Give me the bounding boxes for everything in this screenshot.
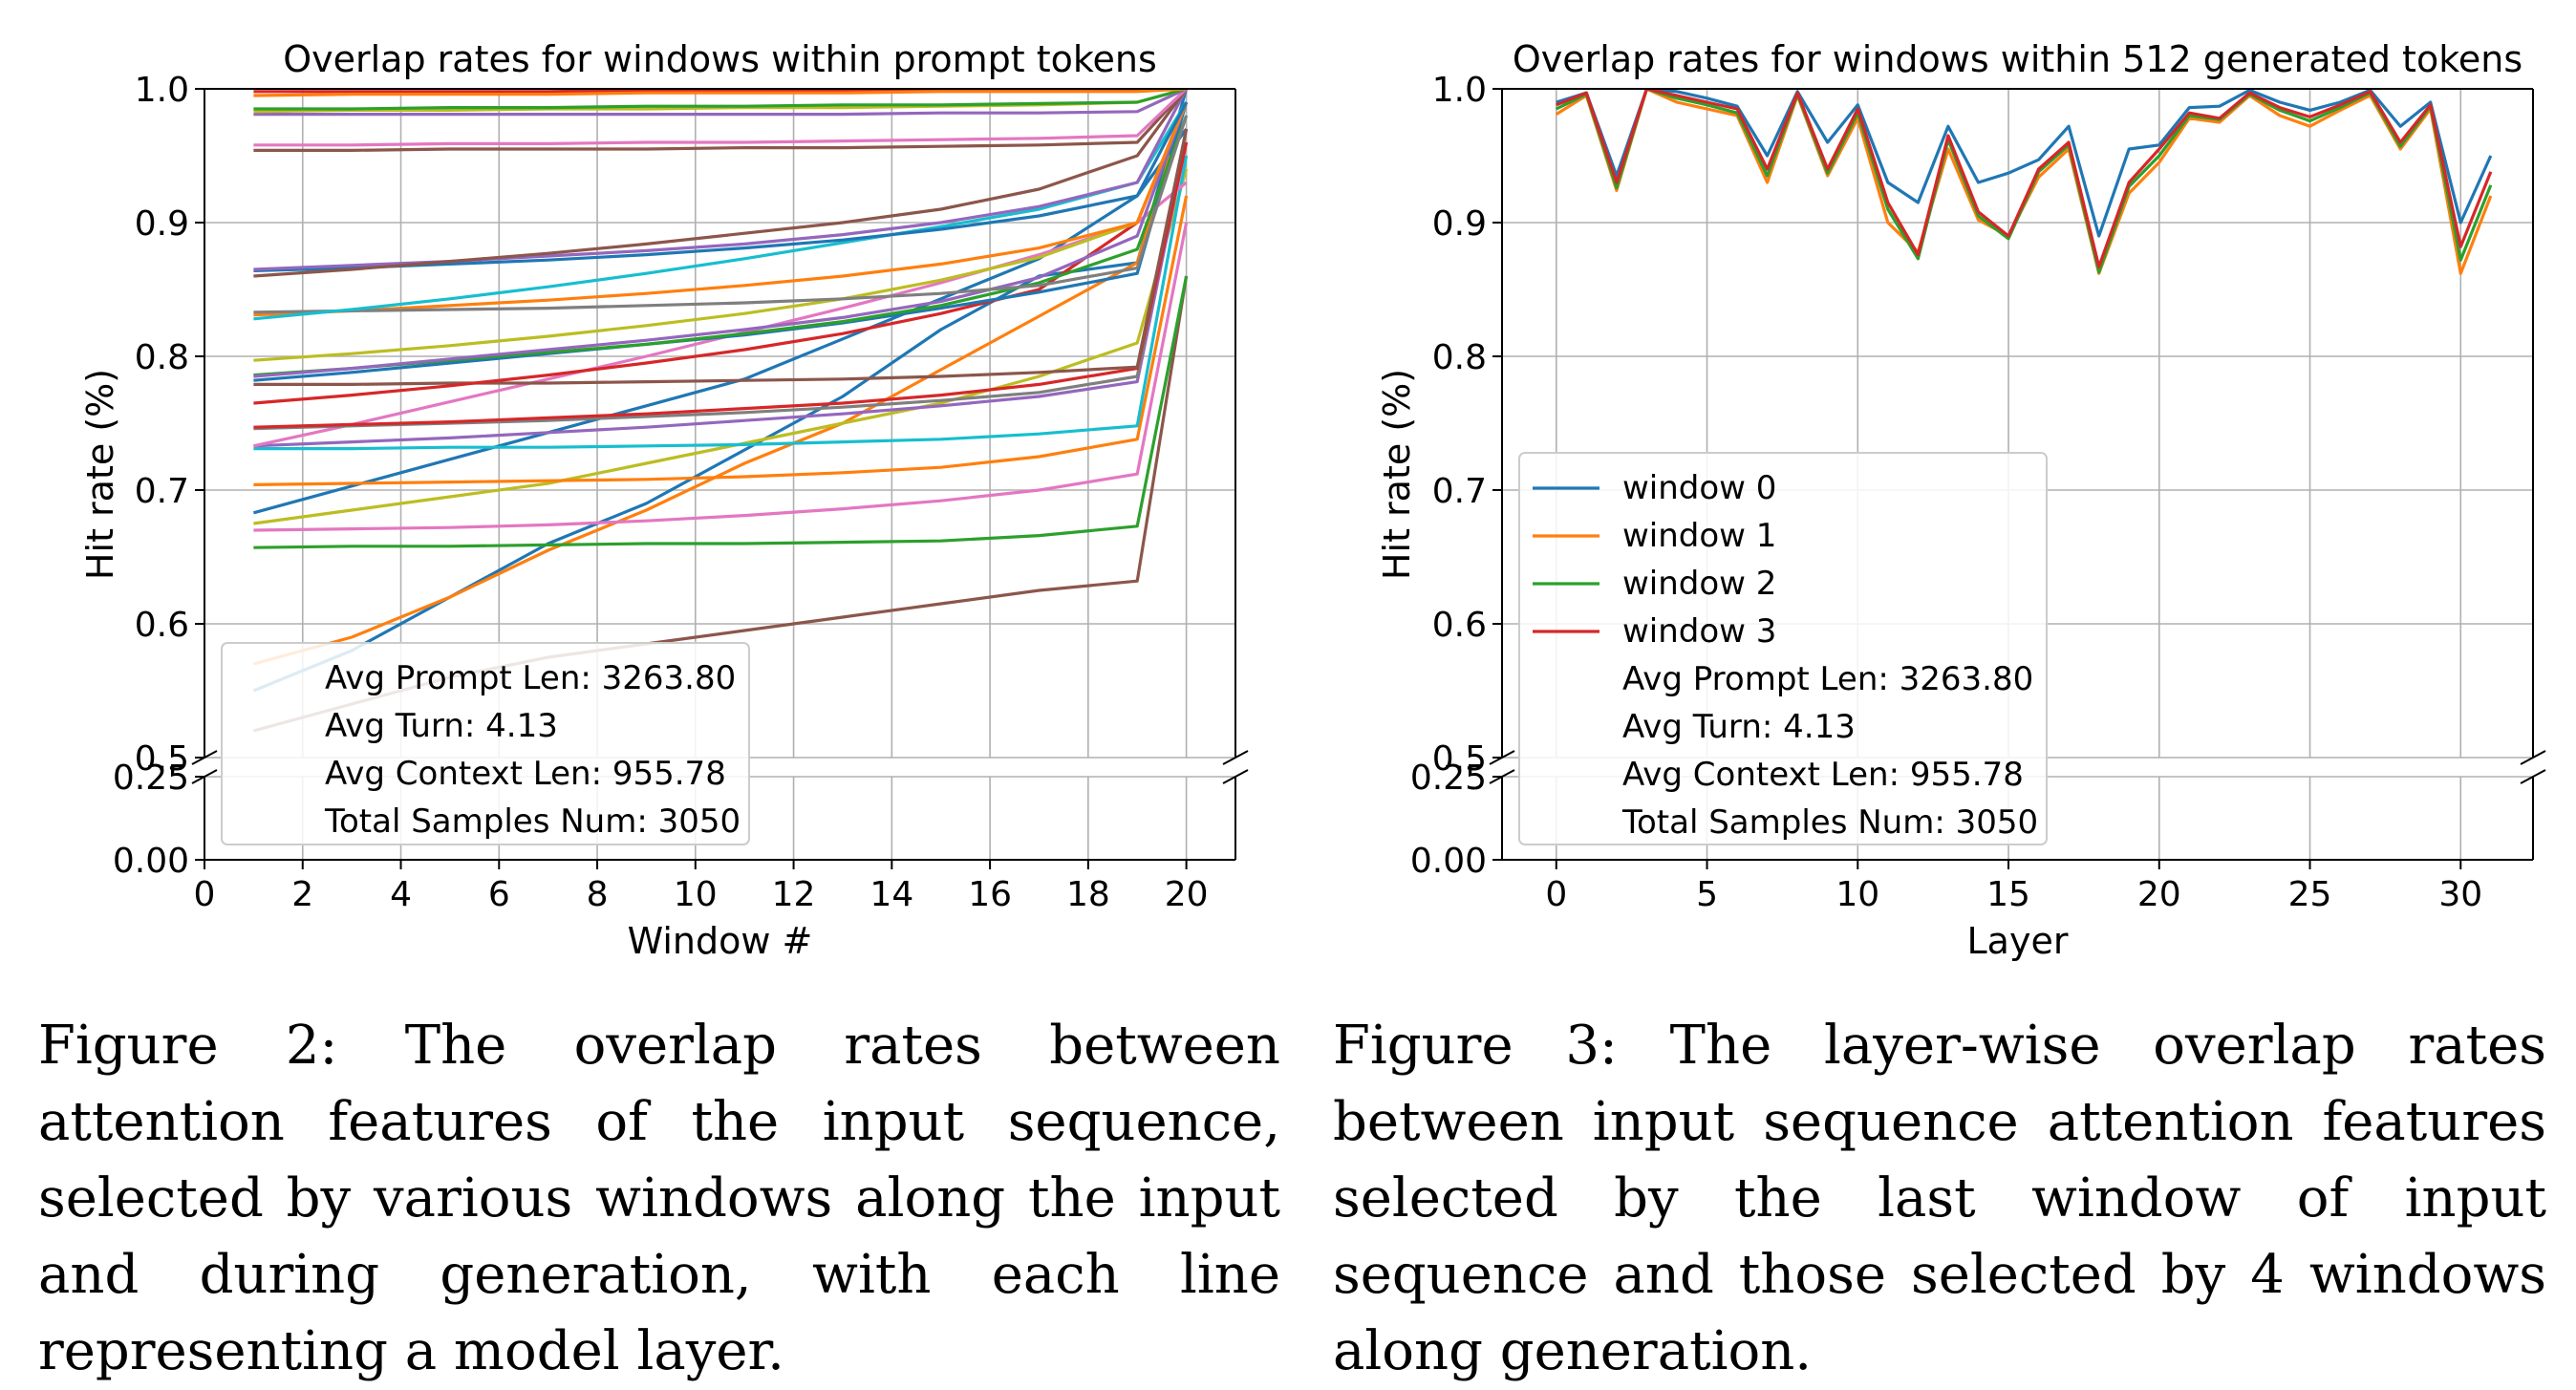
y-tick-label: 0.8 [1432,338,1487,377]
chart-title: Overlap rates for windows within 512 gen… [1513,38,2522,80]
y-tick-label: 0.6 [1432,606,1487,645]
series-line-3 [253,275,1189,549]
series-line-2 [1556,89,2493,274]
chart-generated-windows: window 0 window 1 window 2 window 3 Avg Prom… [1376,38,2546,962]
x-tick-label: 15 [1986,875,2030,914]
legend-entry: Avg Context Len: 955.78 [1622,756,2024,794]
legend-box [1518,452,2048,845]
legend-box [221,642,750,845]
y-tick-label: 0.9 [135,204,189,244]
x-tick-label: 30 [2438,875,2482,914]
series-line-9 [253,141,1189,448]
series-line-18 [253,101,1189,362]
x-tick-label: 10 [674,875,718,914]
series-line-4 [253,222,1189,532]
series-line-14 [253,101,1189,405]
series-group [1555,89,2493,275]
y-tick-label: 1.0 [1432,71,1487,110]
legend-entry: window 1 [1622,517,1776,555]
series-line-1 [252,101,1189,666]
x-tick-label: 18 [1066,875,1110,914]
x-tick-label: 0 [194,875,216,914]
x-tick-label: 0 [1545,875,1567,914]
x-tick-label: 8 [587,875,609,914]
axis-break-mark [1222,769,1249,784]
series-line-31 [253,89,1187,97]
series-line-29 [253,89,1188,111]
x-tick-label: 20 [2137,875,2181,914]
x-tick-label: 20 [1165,875,1209,914]
series-line-12 [253,141,1189,429]
y-tick-label-lower: 0.00 [113,842,189,881]
series-line-20 [253,115,1189,314]
y-tick-label-lower: 0.25 [113,759,189,798]
x-tick-label: 14 [869,875,913,914]
y-tick-label-lower: 0.25 [1410,759,1487,798]
x-axis-label: Layer [1967,920,2069,962]
x-tick-label: 16 [968,875,1012,914]
legend-entry: window 3 [1622,612,1776,651]
series-line-21 [253,101,1188,321]
series-line-26 [253,89,1188,147]
y-tick-label: 0.6 [135,606,189,645]
series-line-7 [253,195,1189,486]
y-tick-label: 0.9 [1432,204,1487,244]
series-line-3 [1556,89,2493,268]
y-tick-label: 0.5 [1432,739,1487,779]
x-tick-label: 5 [1696,875,1718,914]
legend-entry: Avg Context Len: 955.78 [325,755,726,793]
legend-entry: window 0 [1622,469,1776,507]
series-line-19 [253,101,1189,317]
y-axis-label: Hit rate (%) [1376,369,1418,580]
y-tick-label: 1.0 [135,71,189,110]
legend-entry: Avg Prompt Len: 3263.80 [1622,660,2033,698]
x-tick-label: 25 [2288,875,2332,914]
x-tick-label: 10 [1835,875,1879,914]
legend-entry: window 2 [1622,565,1776,603]
legend-entry: Avg Prompt Len: 3263.80 [325,659,736,697]
y-tick-label: 0.7 [1432,472,1487,511]
x-axis-label: Window # [628,920,813,962]
axis-break-mark [2520,750,2546,765]
chart-prompt-windows: Avg Prompt Len: 3263.80 Avg Turn: 4.13 Avg… [79,38,1249,962]
legend-entry: Avg Turn: 4.13 [1622,708,1856,746]
figure: Avg Prompt Len: 3263.80 Avg Turn: 4.13 Avg… [79,38,2546,962]
y-axis-label: Hit rate (%) [79,369,121,580]
figure-3-caption: Figure 3: The layer-wise overlap rates b… [1333,1015,2546,1382]
x-tick-label: 4 [390,875,412,914]
x-tick-label: 6 [488,875,510,914]
series-line-17 [253,101,1189,378]
series-group [252,89,1189,733]
series-line-23 [253,89,1189,271]
series-line-13 [253,128,1189,386]
y-tick-label-lower: 0.00 [1410,842,1487,881]
series-line-0 [1556,89,2493,238]
x-tick-label: 2 [291,875,313,914]
series-line-25 [253,89,1188,152]
y-tick-label: 0.8 [135,338,189,377]
axis-break-mark [2520,769,2546,784]
y-tick-label: 0.7 [135,472,189,511]
series-line-24 [253,89,1188,278]
x-tick-label: 12 [772,875,816,914]
legend-entry: Total Samples Num: 3050 [324,802,741,841]
series-line-8 [253,155,1189,451]
y-tick-label: 0.5 [135,739,189,779]
axis-break-mark [1222,750,1249,765]
figure-2-caption: Figure 2: The overlap rates between atte… [38,1015,1280,1382]
legend-entry: Avg Turn: 4.13 [325,707,558,745]
legend-entry: Total Samples Num: 3050 [1621,803,2038,842]
chart-title: Overlap rates for windows within prompt … [283,38,1157,80]
series-line-1 [1555,89,2493,275]
series-line-27 [253,89,1188,117]
